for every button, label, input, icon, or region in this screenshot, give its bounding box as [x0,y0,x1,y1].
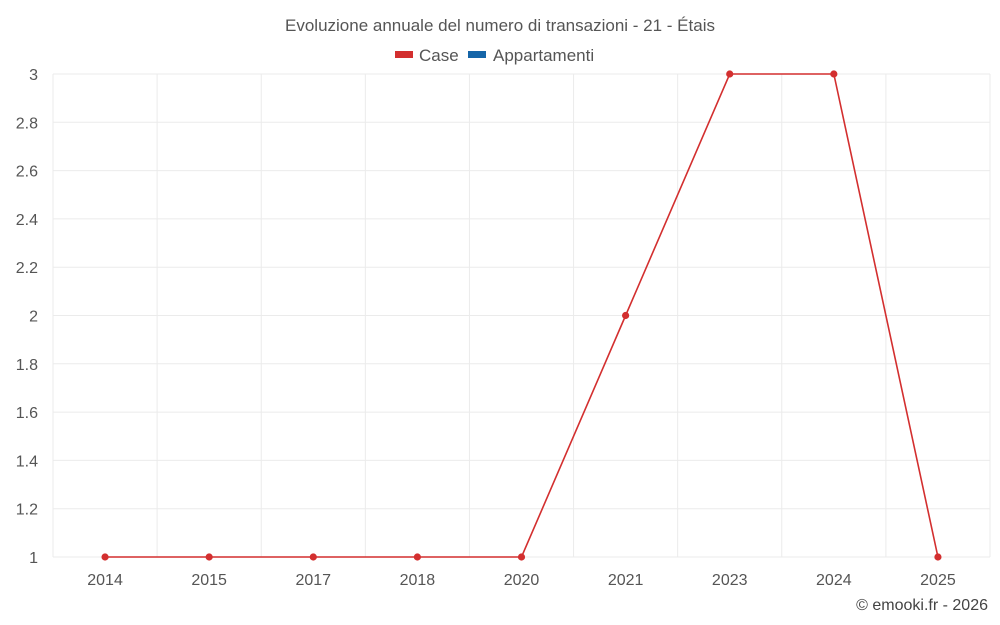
y-tick-label: 2.6 [16,164,38,181]
y-tick-label: 1.6 [16,405,38,422]
x-tick-label: 2023 [712,572,748,589]
data-point[interactable] [934,553,942,561]
y-tick-label: 1.8 [16,357,38,374]
data-point[interactable] [309,553,317,561]
y-axis-ticks: 1 1.2 1.4 1.6 1.8 2 2.2 2.4 2.6 2.8 3 [16,67,38,567]
data-point[interactable] [517,553,526,561]
legend-swatch-appartamenti [468,51,486,58]
y-tick-label: 1.2 [16,502,38,519]
series-case [101,70,942,561]
x-tick-label: 2017 [295,572,331,589]
y-tick-label: 2.2 [16,260,38,277]
x-tick-label: 2025 [920,572,956,589]
y-tick-label: 1 [29,550,38,567]
data-point[interactable] [622,311,630,320]
data-point[interactable] [413,553,421,561]
y-tick-label: 2.8 [16,115,38,132]
y-tick-label: 2.4 [16,212,38,229]
x-tick-label: 2021 [608,572,644,589]
x-tick-label: 2018 [400,572,436,589]
data-point[interactable] [101,553,109,561]
y-tick-label: 2 [29,309,38,326]
data-point[interactable] [726,70,734,78]
y-tick-label: 1.4 [16,453,38,470]
x-tick-label: 2024 [816,572,852,589]
data-point[interactable] [205,553,213,561]
y-tick-label: 3 [29,67,38,84]
x-tick-label: 2014 [87,572,123,589]
legend-label-appartamenti[interactable]: Appartamenti [493,46,594,65]
grid [52,73,991,558]
legend-swatch-case [395,51,413,58]
data-point[interactable] [830,70,838,78]
credit-text: © emooki.fr - 2026 [856,597,988,614]
x-tick-label: 2015 [191,572,227,589]
legend: Case Appartamenti [395,46,594,65]
x-tick-label: 2020 [504,572,540,589]
legend-label-case[interactable]: Case [419,46,459,65]
chart-title: Evoluzione annuale del numero di transaz… [285,16,715,35]
x-axis-ticks: 2014 2015 2017 2018 2020 2021 2023 2024 2025 [87,572,956,589]
